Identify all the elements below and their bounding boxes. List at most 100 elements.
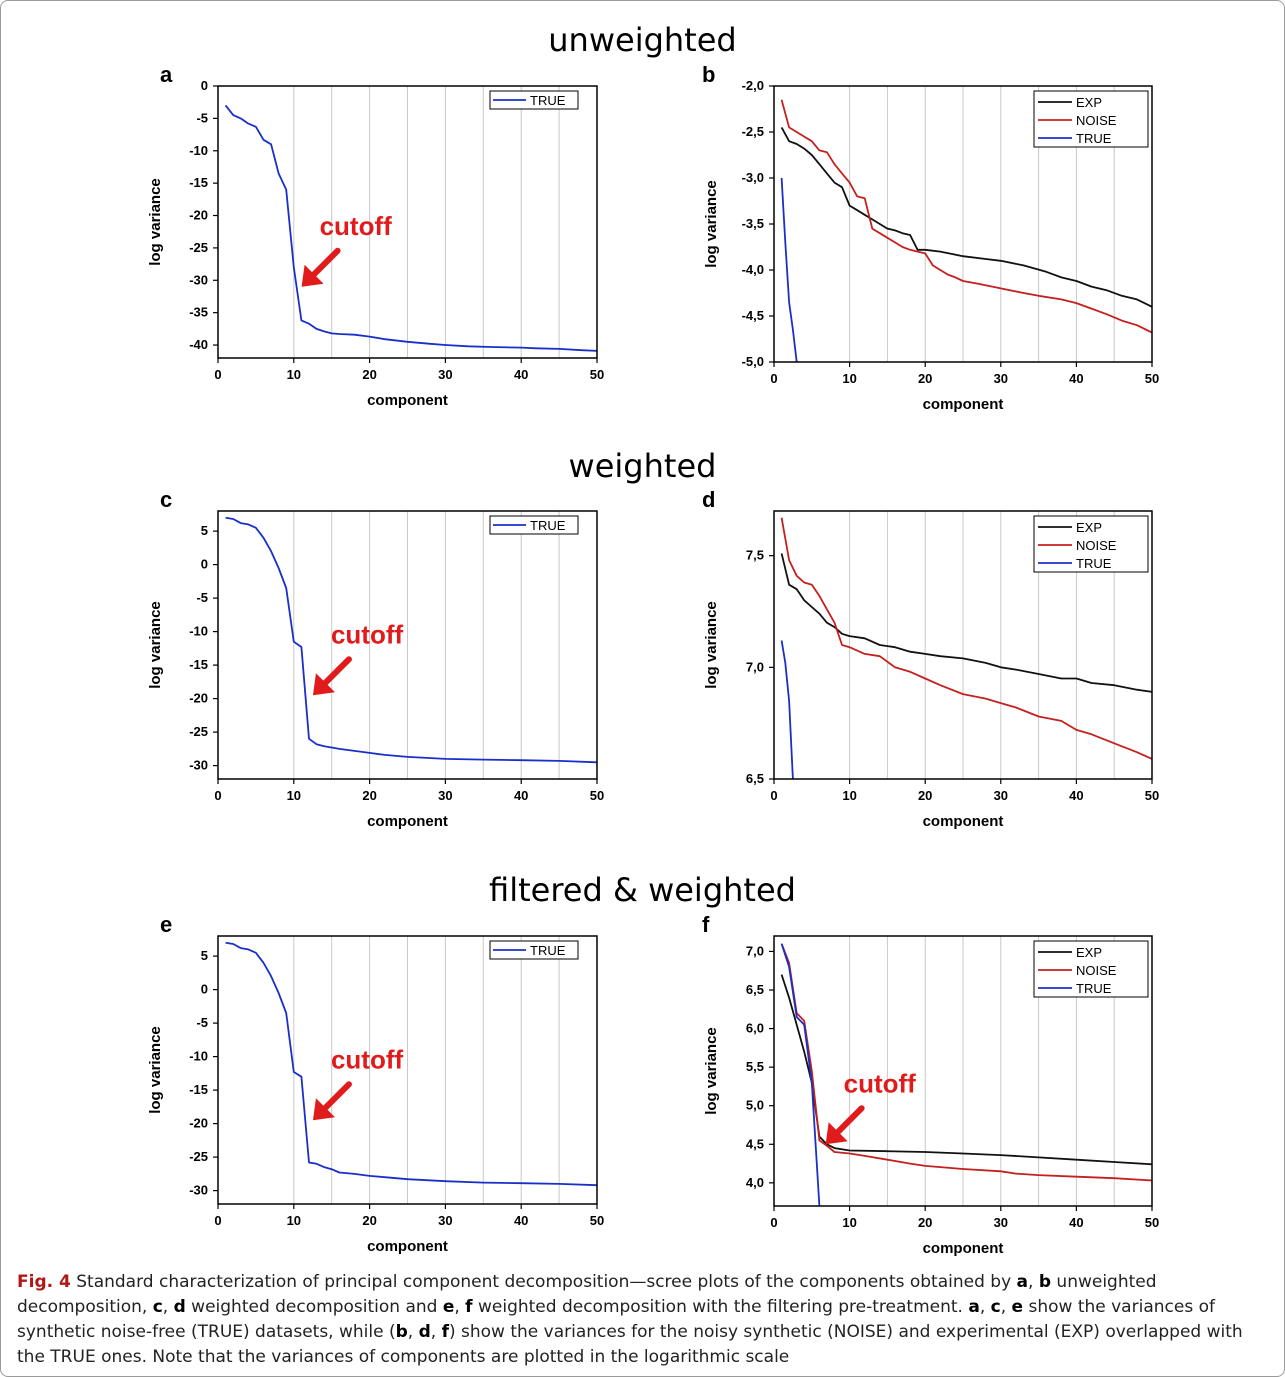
caption-sep: , (430, 1322, 442, 1342)
figure-caption: Fig. 4 Standard characterization of prin… (17, 1270, 1267, 1370)
x-tick-label: 10 (287, 788, 301, 803)
x-tick-label: 30 (994, 788, 1008, 803)
x-tick-label: 10 (287, 1213, 301, 1228)
x-tick-label: 20 (362, 788, 376, 803)
y-tick-label: 5 (201, 948, 208, 963)
x-axis-label: component (367, 1238, 448, 1255)
section-title-weighted: weighted (568, 447, 717, 485)
chart-panel-e: 0 10 20 30 40 5050-5-10-15-20-25-30componentl… (147, 912, 604, 1255)
y-tick-label: -35 (189, 305, 208, 320)
caption-ref-a: a (1016, 1272, 1029, 1292)
y-tick-label: -10 (189, 1049, 208, 1064)
x-tick-label: 30 (438, 1213, 452, 1228)
x-tick-label: 30 (438, 788, 452, 803)
cutoff-arrow-shaft (310, 247, 341, 278)
cutoff-arrow-shaft (834, 1105, 865, 1136)
caption-sep: , (1000, 1297, 1012, 1317)
x-tick-label: 20 (918, 371, 932, 386)
caption-ref-c: c (152, 1297, 163, 1317)
panel-label-a: a (160, 62, 173, 87)
x-tick-label: 40 (514, 367, 528, 382)
cutoff-label: cutoff (331, 619, 404, 649)
x-tick-label: 40 (514, 788, 528, 803)
y-tick-label: 6,5 (746, 771, 764, 786)
cutoff-arrow-shaft (321, 656, 352, 687)
caption-sep: , (454, 1297, 466, 1317)
caption-text-4: weighted decomposition with the filterin… (472, 1297, 969, 1317)
y-tick-label: -5 (196, 1015, 208, 1030)
x-axis-label: component (923, 813, 1004, 830)
y-tick-label: -25 (189, 724, 208, 739)
y-tick-label: 7,0 (746, 943, 764, 958)
caption-ref-a: a (968, 1297, 980, 1317)
y-tick-label: 5 (201, 523, 208, 538)
cutoff-arrow-head (301, 264, 324, 287)
plot-frame (773, 510, 1153, 780)
plot-frame (217, 935, 598, 1205)
y-tick-label: 0 (201, 557, 208, 572)
y-tick-label: -25 (189, 1149, 208, 1164)
chart-panel-f: 0 10 20 30 40 50 7,0 6,5 6,0 5,5 5,0 4,5 4,0 componen… (702, 912, 1159, 1257)
chart-panel-b: 0 10 20 30 40 50 -2,0 -2,5 -3,0 -3,5 -4,0 -4,5 -5,0 c… (702, 62, 1159, 413)
legend-label-true: TRUE (530, 93, 566, 108)
caption-ref-d: d (418, 1322, 431, 1342)
legend-label-noise: NOISE (1076, 113, 1117, 128)
legend-label-exp: EXP (1076, 945, 1102, 960)
x-tick-label: 50 (590, 367, 604, 382)
cutoff-arrow-head (825, 1122, 848, 1145)
x-tick-label: 10 (842, 371, 856, 386)
series-line-true (225, 941, 598, 1187)
x-axis-label: component (923, 1240, 1004, 1257)
x-tick-label: 0 (770, 371, 777, 386)
x-tick-label: 10 (842, 788, 856, 803)
chart-panel-c: 0 10 20 30 40 5050-5-10-15-20-25-30componentl… (147, 487, 604, 830)
y-tick-label: -10 (189, 624, 208, 639)
x-tick-label: 20 (918, 788, 932, 803)
x-tick-label: 40 (1069, 1215, 1083, 1230)
y-tick-label: -25 (189, 240, 208, 255)
legend-label-true: TRUE (530, 518, 566, 533)
series-line-exp (780, 553, 1153, 693)
y-tick-label: -3,0 (742, 170, 764, 185)
series-line-true (780, 177, 798, 363)
x-tick-label: 10 (842, 1215, 856, 1230)
series-line-exp (780, 974, 1153, 1166)
legend-label-true: TRUE (1076, 131, 1112, 146)
y-tick-label: -5 (196, 110, 208, 125)
legend-label-exp: EXP (1076, 520, 1102, 535)
series-line-true (780, 943, 821, 1207)
y-axis-label: log variance (703, 601, 720, 689)
panel-label-b: b (702, 62, 715, 87)
y-axis-label: log variance (703, 180, 720, 268)
cutoff-label: cutoff (320, 211, 393, 241)
y-axis-label: log variance (703, 1027, 720, 1115)
panel-label-e: e (160, 912, 172, 937)
series-line-true (780, 640, 794, 780)
x-tick-label: 30 (994, 371, 1008, 386)
chart-panel-d: 0 10 20 30 40 50 7,5 7,0 6,5 component log varianc… (702, 487, 1159, 830)
y-tick-label: -2,0 (742, 78, 764, 93)
x-tick-label: 20 (918, 1215, 932, 1230)
caption-text-2: unweighted decomposition, (17, 1272, 1157, 1317)
y-tick-label: -15 (189, 657, 208, 672)
y-tick-label: 7,5 (746, 548, 764, 563)
x-tick-label: 0 (214, 1213, 221, 1228)
y-tick-label: -30 (189, 1183, 208, 1198)
legend-label-true: TRUE (530, 943, 566, 958)
caption-text-1: Standard characterization of principal c… (76, 1272, 1017, 1292)
y-tick-label: -30 (189, 758, 208, 773)
y-tick-label: -5 (196, 590, 208, 605)
cutoff-arrow-head (312, 673, 335, 696)
caption-ref-f: f (441, 1322, 449, 1342)
x-tick-label: 50 (1145, 788, 1159, 803)
y-tick-label: 4,0 (746, 1175, 764, 1190)
caption-sep: , (162, 1297, 174, 1317)
x-tick-label: 30 (994, 1215, 1008, 1230)
caption-ref-e: e (442, 1297, 455, 1317)
caption-sep: , (1028, 1272, 1039, 1292)
x-tick-label: 50 (590, 788, 604, 803)
y-tick-label: 6,0 (746, 1021, 764, 1036)
plot-frame (773, 935, 1153, 1207)
chart-panel-a: 0 10 20 30 40 50 0 -5 -10 -15 -20 -25 -30 -35 -40 compo… (147, 62, 604, 409)
x-tick-label: 50 (1145, 1215, 1159, 1230)
